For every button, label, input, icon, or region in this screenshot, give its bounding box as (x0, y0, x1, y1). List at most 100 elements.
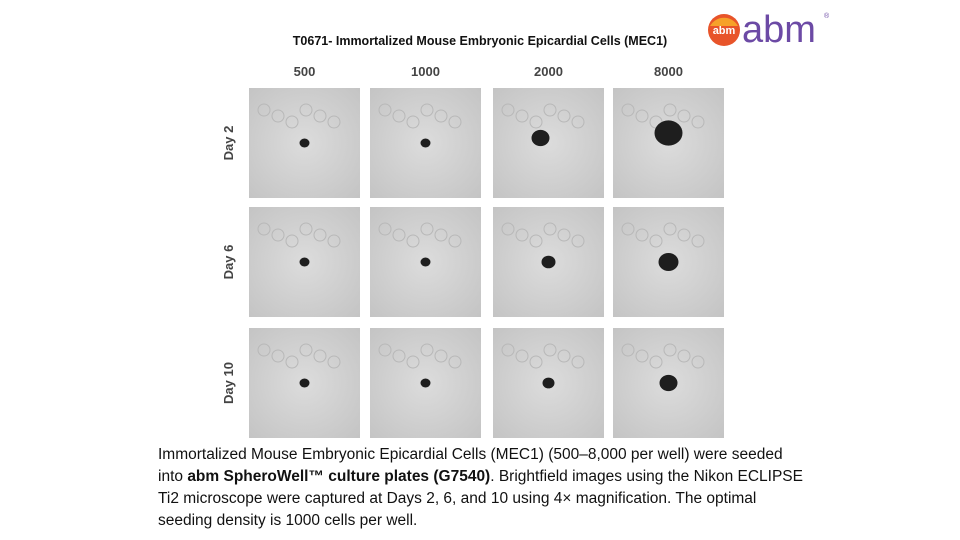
cell-outline (557, 109, 571, 123)
cell-outline (635, 228, 649, 242)
cell-outline (529, 355, 543, 369)
spheroid (420, 378, 431, 388)
row-label: Day 6 (221, 245, 236, 280)
cell-outline (691, 115, 705, 129)
cell-outline (663, 222, 677, 236)
cell-outline (515, 228, 529, 242)
cell-outline (299, 343, 313, 357)
logo: abm abm ® (708, 9, 830, 48)
cell-outline (392, 228, 406, 242)
cell-outline (543, 343, 557, 357)
logo-badge-text: abm (713, 25, 736, 37)
spheroid (658, 253, 679, 271)
cell-outline (271, 228, 285, 242)
cell-outline (691, 234, 705, 248)
cell-outline (621, 343, 635, 357)
cell-outline (543, 222, 557, 236)
figure-title: T0671- Immortalized Mouse Embryonic Epic… (292, 34, 668, 48)
cell-outline (571, 234, 585, 248)
cell-outline (285, 115, 299, 129)
cell-outline (677, 228, 691, 242)
cell-outline (649, 234, 663, 248)
column-label: 500 (294, 64, 316, 79)
cell-outline (285, 234, 299, 248)
row-label: Day 10 (221, 362, 236, 404)
cell-outline (271, 109, 285, 123)
cell-outline (663, 103, 677, 117)
cell-outline (378, 103, 392, 117)
column-label: 2000 (534, 64, 563, 79)
cell-outline (434, 109, 448, 123)
cell-outline (571, 355, 585, 369)
spheroid (420, 138, 431, 148)
cell-outline (529, 234, 543, 248)
cell-outline (677, 349, 691, 363)
spheroid (420, 257, 431, 267)
cell-outline (635, 349, 649, 363)
cell-outline (313, 228, 327, 242)
column-label: 8000 (654, 64, 683, 79)
cell-outline (271, 349, 285, 363)
cell-outline (378, 343, 392, 357)
cell-outline (420, 343, 434, 357)
cell-outline (691, 355, 705, 369)
cell-outline (406, 234, 420, 248)
cell-outline (420, 222, 434, 236)
logo-wordmark: abm (742, 9, 816, 48)
spheroid (531, 129, 550, 147)
cell-outline (299, 222, 313, 236)
logo-registered: ® (824, 12, 830, 20)
cell-outline (406, 115, 420, 129)
spheroid (299, 138, 310, 148)
cell-outline (621, 103, 635, 117)
cell-outline (448, 355, 462, 369)
cell-outline (299, 103, 313, 117)
cell-outline (557, 349, 571, 363)
cell-outline (501, 222, 515, 236)
cell-outline (557, 228, 571, 242)
cell-outline (327, 355, 341, 369)
cell-outline (515, 109, 529, 123)
spheroid (541, 255, 556, 269)
cell-outline (378, 222, 392, 236)
cell-outline (420, 103, 434, 117)
cell-outline (327, 234, 341, 248)
spheroid (299, 257, 310, 267)
cell-outline (501, 103, 515, 117)
cell-outline (392, 109, 406, 123)
cell-outline (434, 228, 448, 242)
cell-outline (663, 343, 677, 357)
cell-outline (635, 109, 649, 123)
cell-outline (285, 355, 299, 369)
cell-outline (313, 349, 327, 363)
cell-outline (257, 222, 271, 236)
cell-outline (434, 349, 448, 363)
spheroid (659, 374, 678, 392)
cell-outline (257, 103, 271, 117)
caption-run: Immortalized Mouse Embryonic Epicardial … (158, 446, 783, 485)
spheroid (542, 377, 555, 389)
cell-outline (327, 115, 341, 129)
cell-outline (515, 349, 529, 363)
cell-outline (571, 115, 585, 129)
cell-outline (448, 234, 462, 248)
cell-outline (543, 103, 557, 117)
image-grid: 500 1000 2000 8000 Day 2 Day 6 Day 10 (221, 64, 724, 438)
cell-outline (677, 109, 691, 123)
cell-outline (529, 115, 543, 129)
cell-outline (501, 343, 515, 357)
spheroid (299, 378, 310, 388)
spheroid (654, 120, 683, 146)
caption-run: abm SpheroWell™ culture plates (G7540) (187, 468, 491, 485)
caption-run: . Brightfield images using the Nikon ECL… (158, 468, 803, 529)
cell-outline (313, 109, 327, 123)
logo-badge-top (710, 17, 738, 26)
caption: Immortalized Mouse Embryonic Epicardial … (158, 444, 808, 532)
cell-outline (621, 222, 635, 236)
row-label: Day 2 (221, 126, 236, 161)
micrograph (493, 88, 604, 198)
column-label: 1000 (411, 64, 440, 79)
cell-outline (406, 355, 420, 369)
cell-outline (257, 343, 271, 357)
